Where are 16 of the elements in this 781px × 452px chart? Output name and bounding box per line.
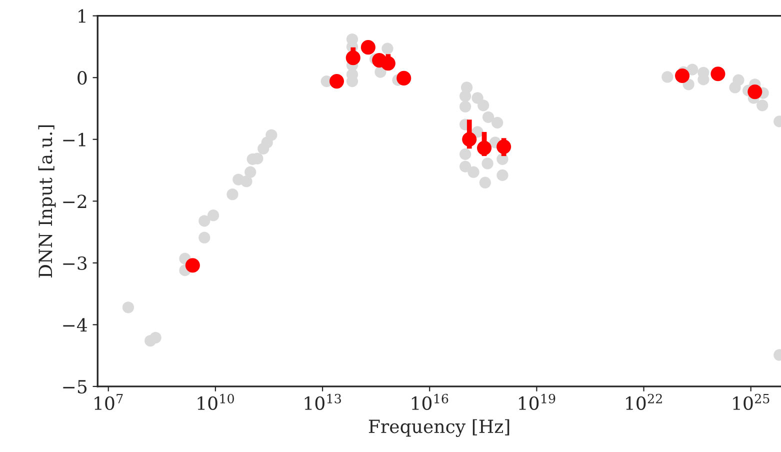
y-tick-label: −4 [63, 318, 87, 332]
y-tick-label: −2 [63, 194, 86, 208]
y-tick-label: 0 [78, 71, 87, 85]
x-tick-label: 10$^{25}$ [733, 394, 770, 410]
y-tick-label: −1 [63, 132, 86, 146]
x-tick-label: 10$^{7}$ [94, 394, 123, 410]
x-tick-label: 10$^{16}$ [412, 394, 448, 410]
y-tick-label: −5 [63, 380, 87, 394]
y-tick-label: −3 [63, 256, 87, 270]
x-tick-label: 10$^{19}$ [519, 394, 556, 410]
x-axis-title: Frequency [Hz] [368, 419, 510, 437]
y-tick-label: 1 [78, 9, 86, 23]
y-axis-title: DNN Input [a.u.] [38, 125, 56, 278]
x-tick-label: 10$^{10}$ [198, 394, 234, 410]
x-tick-label: 10$^{22}$ [626, 394, 662, 410]
x-tick-label: 10$^{13}$ [304, 394, 341, 410]
